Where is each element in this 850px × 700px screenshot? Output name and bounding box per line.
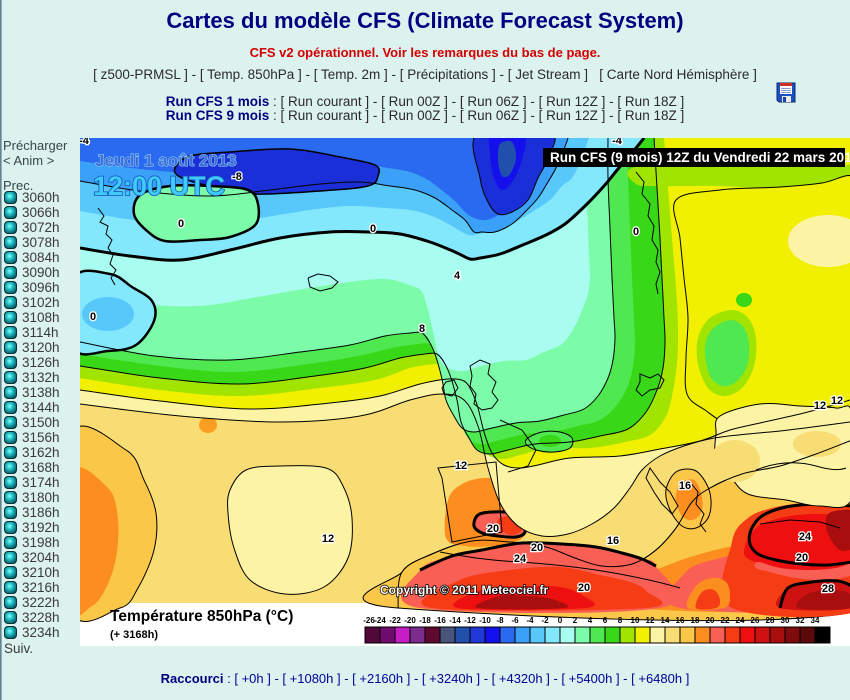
svg-text:20: 20 <box>796 552 808 564</box>
svg-text:20: 20 <box>531 542 543 554</box>
svg-text:8: 8 <box>618 616 623 625</box>
svg-text:16: 16 <box>676 616 685 625</box>
svg-text:0: 0 <box>90 311 96 323</box>
svg-text:-16: -16 <box>434 616 446 625</box>
svg-text:-10: -10 <box>479 616 491 625</box>
svg-text:-8: -8 <box>232 171 242 183</box>
svg-text:0: 0 <box>633 226 639 238</box>
svg-text:12:00 UTC: 12:00 UTC <box>93 171 225 201</box>
svg-text:24: 24 <box>514 553 527 565</box>
svg-text:-4: -4 <box>80 138 90 147</box>
svg-text:Jeudi 1 août 2013: Jeudi 1 août 2013 <box>95 151 237 170</box>
svg-text:4: 4 <box>454 270 461 282</box>
svg-text:22: 22 <box>721 616 730 625</box>
svg-text:10: 10 <box>631 616 640 625</box>
svg-text:-26: -26 <box>363 616 375 625</box>
svg-text:Température 850hPa (°C): Température 850hPa (°C) <box>110 608 293 625</box>
svg-text:(+ 3168h): (+ 3168h) <box>110 629 158 641</box>
svg-text:12: 12 <box>322 533 334 545</box>
svg-text:4: 4 <box>588 616 593 625</box>
svg-text:32: 32 <box>796 616 805 625</box>
svg-text:28: 28 <box>766 616 775 625</box>
svg-text:-14: -14 <box>449 616 461 625</box>
svg-text:16: 16 <box>679 480 691 492</box>
svg-text:-24: -24 <box>374 616 386 625</box>
svg-text:24: 24 <box>799 531 812 543</box>
svg-text:24: 24 <box>736 616 745 625</box>
svg-text:12: 12 <box>455 460 467 472</box>
svg-text:8: 8 <box>419 323 425 335</box>
svg-text:-18: -18 <box>419 616 431 625</box>
svg-text:0: 0 <box>370 223 376 235</box>
svg-text:34: 34 <box>811 616 820 625</box>
svg-text:-22: -22 <box>389 616 401 625</box>
svg-text:30: 30 <box>781 616 790 625</box>
svg-text:26: 26 <box>751 616 760 625</box>
svg-text:20: 20 <box>578 582 590 594</box>
svg-text:12: 12 <box>646 616 655 625</box>
svg-text:6: 6 <box>603 616 608 625</box>
svg-text:Copyright © 2011 Meteociel.fr: Copyright © 2011 Meteociel.fr <box>380 583 549 597</box>
svg-text:-4: -4 <box>612 138 623 147</box>
svg-text:-4: -4 <box>526 616 534 625</box>
svg-text:0: 0 <box>178 218 184 230</box>
svg-text:0: 0 <box>558 616 563 625</box>
svg-text:2: 2 <box>573 616 578 625</box>
svg-text:12: 12 <box>814 400 826 412</box>
svg-text:-2: -2 <box>541 616 549 625</box>
svg-text:-12: -12 <box>464 616 476 625</box>
svg-text:Run CFS (9 mois) 12Z du Vendre: Run CFS (9 mois) 12Z du Vendredi 22 mars… <box>550 150 850 165</box>
svg-text:12: 12 <box>831 395 843 407</box>
svg-text:14: 14 <box>661 616 670 625</box>
svg-text:-8: -8 <box>496 616 504 625</box>
svg-text:18: 18 <box>691 616 700 625</box>
svg-text:-20: -20 <box>404 616 416 625</box>
svg-text:20: 20 <box>706 616 715 625</box>
svg-text:16: 16 <box>607 535 619 547</box>
svg-text:-6: -6 <box>511 616 519 625</box>
svg-text:28: 28 <box>822 583 834 595</box>
svg-text:20: 20 <box>487 523 499 535</box>
